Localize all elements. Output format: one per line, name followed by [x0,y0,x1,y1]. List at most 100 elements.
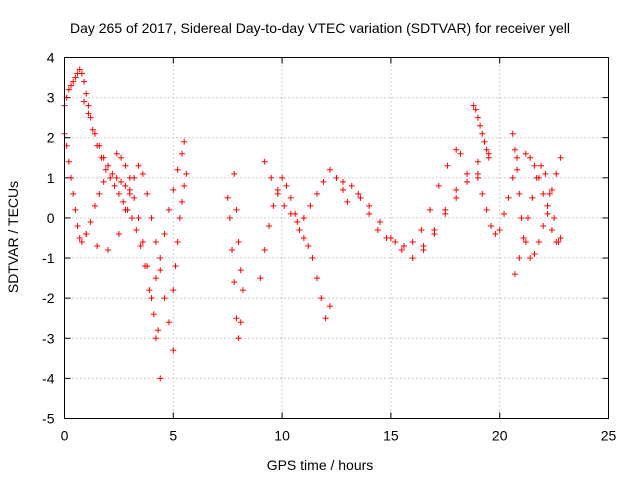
data-point [270,202,277,209]
data-point [91,202,98,209]
data-point [535,239,542,246]
data-point [231,170,238,177]
data-point [109,170,116,177]
x-tick-label: 10 [274,428,290,444]
series-track-r [511,162,562,278]
y-tick-label: -1 [42,250,55,266]
data-point [135,162,142,169]
data-point [172,263,179,270]
data-point [72,74,79,81]
data-point [261,247,268,254]
data-point [535,174,542,181]
data-point [126,190,133,197]
data-point [392,239,399,246]
data-point [274,190,281,197]
data-point [281,202,288,209]
data-point [226,214,233,221]
data-point [81,78,88,85]
x-tick-label: 5 [169,428,177,444]
data-point [479,190,486,197]
data-point [105,162,112,169]
data-point [366,210,373,217]
series-track-o [470,102,492,157]
data-point [344,198,351,205]
series-track-j [257,174,333,322]
x-tick-label: 0 [61,428,69,444]
y-tick-label: -4 [42,370,55,386]
data-point [340,178,347,185]
series-track-m [344,170,481,262]
data-point [179,198,186,205]
series-track-g [170,170,190,294]
data-point [137,243,144,250]
data-point [68,174,75,181]
data-point [170,186,177,193]
y-axis-label: SDTVAR / TECUs [5,181,21,293]
data-point [374,226,381,233]
data-point [87,114,94,121]
data-point [520,235,527,241]
data-point [146,287,153,294]
data-point [65,158,72,165]
data-point [65,86,72,93]
data-point [170,287,177,294]
data-point [538,162,545,169]
data-point [305,243,312,250]
data-point [283,182,290,189]
data-point [294,218,301,225]
grid-lines [64,57,609,419]
data-point [233,206,240,213]
series-track-h [224,194,244,342]
data-point [326,166,333,173]
data-point [72,206,79,213]
data-point [113,174,120,181]
data-point [229,247,236,254]
data-point [113,150,120,157]
data-point [181,138,188,145]
series-track-f [152,138,188,282]
data-point [261,158,268,165]
data-point [78,70,85,77]
data-point [139,239,146,246]
data-point [115,230,122,237]
data-point [418,226,425,233]
data-point [509,174,516,181]
data-point [76,66,83,73]
series-track-q [509,130,564,262]
data-point [126,174,133,181]
data-point [76,235,83,241]
data-point [307,202,314,209]
data-point [91,130,98,137]
data-point [483,206,490,213]
y-tick-label: 4 [47,50,55,66]
data-point [152,239,159,246]
data-point [161,230,168,237]
data-point [235,239,242,246]
y-tick-label: 1 [47,170,55,186]
data-point [544,210,551,217]
data-point [442,206,449,213]
data-point [553,239,560,246]
data-point [139,170,146,177]
data-point [128,214,135,221]
data-point [115,190,122,197]
data-point [492,230,499,237]
data-point [144,190,151,197]
data-point [470,102,477,109]
data-point [444,162,451,169]
data-point [70,78,77,85]
data-point [279,174,286,181]
data-point [333,174,340,181]
data-point [527,154,534,161]
data-point [427,206,434,213]
data-point [174,166,181,173]
data-point [170,347,177,354]
data-point [514,166,521,173]
chart-title: Day 265 of 2017, Sidereal Day-to-day VTE… [70,20,570,36]
data-point [540,222,547,229]
data-point [487,222,494,229]
data-point [74,222,81,229]
data-point [183,170,190,177]
data-point [431,226,438,233]
data-point [120,198,127,205]
